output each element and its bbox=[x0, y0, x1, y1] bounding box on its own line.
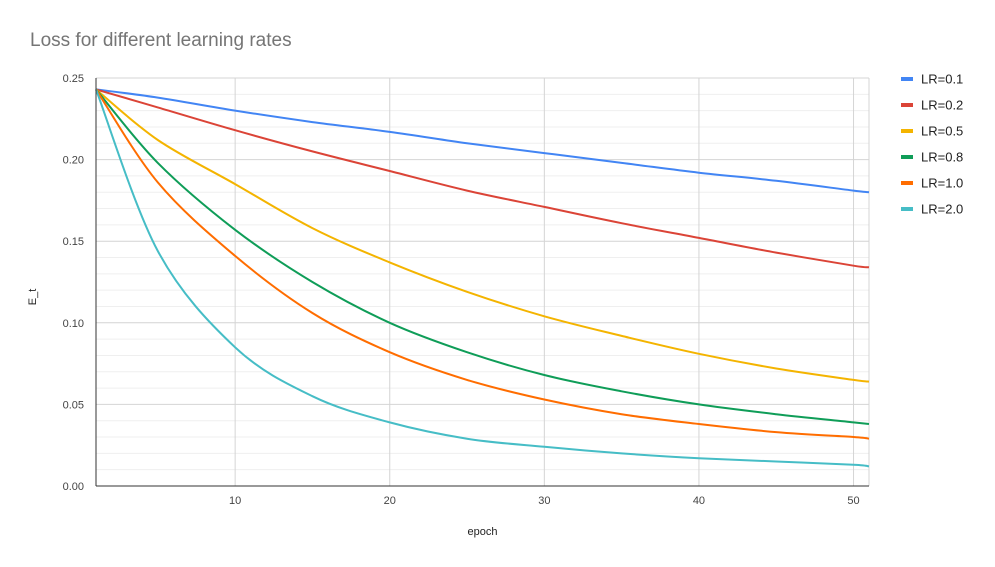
y-tick-label: 0.15 bbox=[63, 236, 84, 248]
legend-label: LR=0.8 bbox=[921, 150, 963, 165]
y-tick-label: 0.10 bbox=[63, 318, 84, 330]
legend-label: LR=2.0 bbox=[921, 202, 963, 217]
x-tick-label: 50 bbox=[847, 495, 859, 507]
series-line-lr-0-2 bbox=[95, 88, 870, 269]
minor-gridlines bbox=[96, 93, 869, 471]
y-tick-label: 0.25 bbox=[63, 73, 84, 85]
y-tick-label: 0.05 bbox=[63, 399, 84, 411]
legend-label: LR=0.1 bbox=[921, 72, 963, 87]
series-line-lr-1-0 bbox=[95, 88, 870, 440]
legend-label: LR=1.0 bbox=[921, 176, 963, 191]
x-tick-label: 30 bbox=[538, 495, 550, 507]
x-axis-ticks: 10 20 30 40 50 bbox=[229, 495, 860, 507]
y-axis-ticks: 0.00 0.05 0.10 0.15 0.20 0.25 bbox=[63, 73, 84, 493]
x-tick-label: 10 bbox=[229, 495, 241, 507]
series-line-lr-0-5 bbox=[95, 88, 870, 383]
x-axis-title: epoch bbox=[468, 526, 498, 538]
series-line-lr-0-1 bbox=[95, 88, 870, 194]
legend-label: LR=0.5 bbox=[921, 124, 963, 139]
y-tick-label: 0.00 bbox=[63, 481, 84, 493]
major-gridlines bbox=[96, 77, 870, 486]
chart-title: Loss for different learning rates bbox=[30, 30, 292, 51]
y-axis-title: E_t bbox=[27, 289, 39, 306]
series-line-lr-0-8 bbox=[95, 88, 870, 425]
legend: LR=0.1 LR=0.2 LR=0.5 LR=0.8 LR=1.0 LR=2.0 bbox=[901, 72, 963, 217]
series-line-lr-2-0 bbox=[95, 89, 870, 468]
legend-label: LR=0.2 bbox=[921, 98, 963, 113]
series-lines bbox=[95, 88, 870, 468]
x-tick-label: 20 bbox=[384, 495, 396, 507]
x-tick-label: 40 bbox=[693, 495, 705, 507]
y-tick-label: 0.20 bbox=[63, 155, 84, 167]
